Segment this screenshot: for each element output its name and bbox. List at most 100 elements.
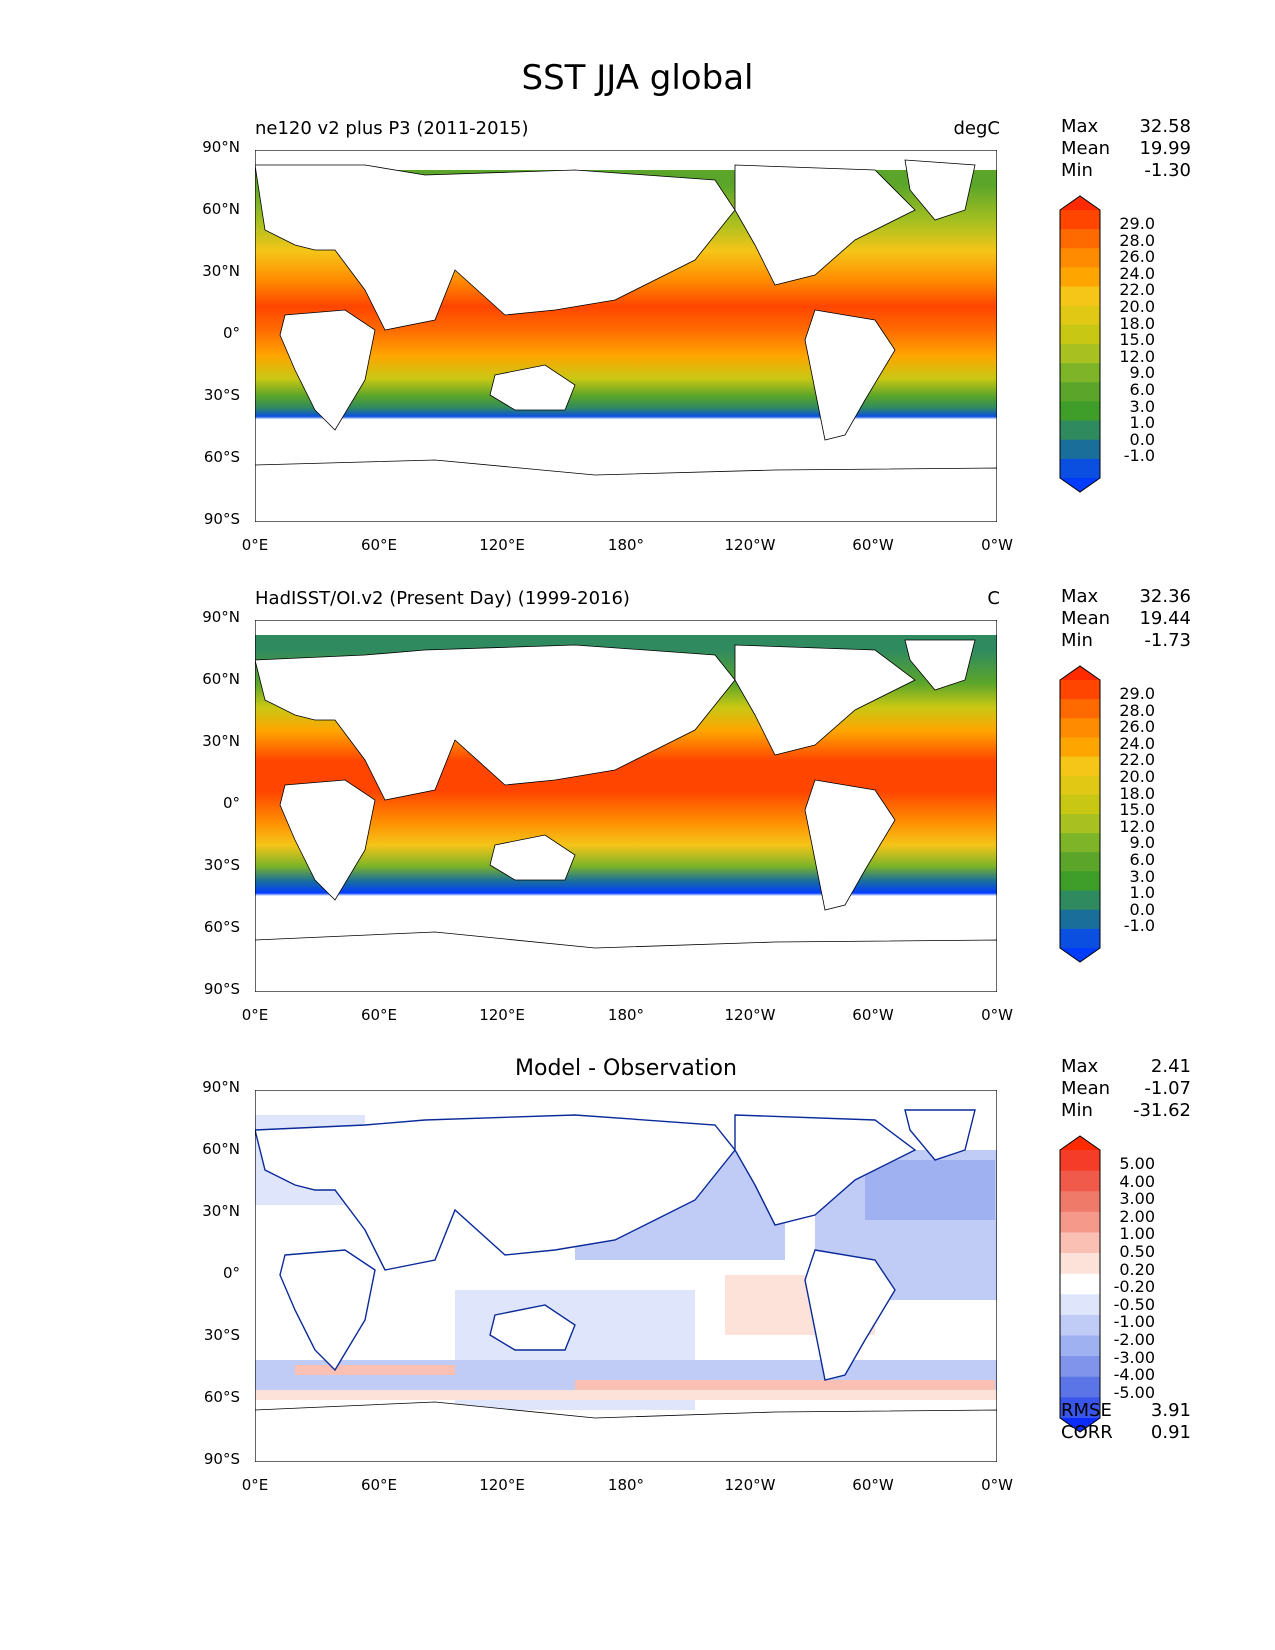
- colorbar-label: -1.0: [1123, 446, 1155, 466]
- colorbar-label: 15.0: [1119, 800, 1155, 820]
- colorbar-segment: [1060, 756, 1100, 777]
- colorbar-label: 20.0: [1119, 296, 1155, 316]
- colorbar-label: 1.00: [1119, 1224, 1155, 1244]
- colorbar-segment: [1060, 439, 1100, 460]
- colorbar-label: 24.0: [1119, 733, 1155, 753]
- lat-tick: 90°S: [203, 980, 240, 998]
- lat-tick: 0°: [222, 794, 240, 812]
- colorbar-segment: [1060, 1294, 1100, 1316]
- panel-units: degC: [953, 118, 1001, 139]
- colorbar-label: 0.20: [1119, 1259, 1155, 1279]
- colorbar: [1058, 194, 1104, 498]
- colorbar-labels: 29.0 28.0 26.0 24.0 22.0 20.0 18.0 15.0 …: [1110, 685, 1155, 936]
- lon-tick: 120°W: [724, 1476, 776, 1494]
- colorbar-label: 18.0: [1119, 783, 1155, 803]
- colorbar-labels: 5.00 4.00 3.00 2.00 1.00 0.50 0.20 -0.20…: [1110, 1155, 1155, 1401]
- colorbar-segment: [1060, 267, 1100, 288]
- colorbar-graphic: [1059, 195, 1101, 493]
- colorbar-label: -1.00: [1113, 1312, 1155, 1332]
- panel-units: C: [987, 588, 1000, 609]
- colorbar-label: 12.0: [1119, 346, 1155, 366]
- colorbar-segment: [1060, 1376, 1100, 1398]
- colorbar-labels: 29.0 28.0 26.0 24.0 22.0 20.0 18.0 15.0 …: [1110, 215, 1155, 466]
- colorbar-extend-min: [1060, 478, 1100, 492]
- lon-tick: 60°W: [852, 1006, 894, 1024]
- stat-value: 2.41: [1150, 1056, 1191, 1077]
- colorbar-segment: [1060, 1170, 1100, 1192]
- colorbar-label: 22.0: [1119, 750, 1155, 770]
- colorbar-segment: [1060, 458, 1100, 479]
- lon-tick: 120°W: [724, 1006, 776, 1024]
- colorbar-segment: [1060, 890, 1100, 911]
- figure-title: SST JJA global: [521, 58, 754, 98]
- colorbar-segment: [1060, 420, 1100, 441]
- colorbar-label: 12.0: [1119, 816, 1155, 836]
- colorbar-segment: [1060, 344, 1100, 364]
- stat-label: Mean: [1061, 608, 1111, 629]
- lon-tick: 60°E: [360, 1006, 398, 1024]
- colorbar-segment: [1060, 928, 1100, 949]
- colorbar-segment: [1060, 833, 1100, 853]
- colorbar-outline: [1059, 665, 1101, 963]
- colorbar-label: 0.0: [1129, 429, 1155, 449]
- colorbar-label: -2.00: [1113, 1329, 1155, 1349]
- colorbar-label: -1.0: [1123, 916, 1155, 936]
- colorbar-label: -0.50: [1113, 1294, 1155, 1314]
- lat-tick: 60°S: [203, 1388, 240, 1406]
- lon-tick: 0°E: [241, 1006, 269, 1024]
- stat-value: -1.30: [1144, 160, 1191, 181]
- lat-tick: 30°S: [203, 386, 240, 404]
- colorbar-segment: [1060, 1211, 1100, 1233]
- colorbar-label: 0.0: [1129, 899, 1155, 919]
- error-stats: RMSE 3.91 CORR 0.91: [1061, 1400, 1191, 1444]
- stat-value: 32.36: [1139, 586, 1191, 607]
- lat-tick: 30°N: [202, 1202, 240, 1220]
- colorbar-segment: [1060, 248, 1100, 268]
- colorbar-segment: [1060, 363, 1100, 383]
- stat-value: -1.07: [1144, 1078, 1191, 1099]
- colorbar-graphic: [1059, 1135, 1101, 1433]
- colorbar-label: 1.0: [1129, 413, 1155, 433]
- lon-tick: 0°E: [241, 536, 269, 554]
- lat-tick: 60°N: [202, 200, 240, 218]
- colorbar-label: 26.0: [1119, 247, 1155, 267]
- colorbar-label: -0.20: [1113, 1277, 1155, 1297]
- stat-label: Max: [1061, 116, 1099, 137]
- colorbar-label: 9.0: [1129, 363, 1155, 383]
- colorbar-extend-min: [1060, 948, 1100, 962]
- colorbar-label: 0.50: [1119, 1241, 1155, 1261]
- lon-tick: 60°W: [852, 536, 894, 554]
- colorbar-segment: [1060, 1314, 1100, 1337]
- lat-tick: 90°N: [202, 1078, 240, 1096]
- lat-tick: 90°N: [202, 608, 240, 626]
- lat-tick: 90°S: [203, 510, 240, 528]
- colorbar-segment: [1060, 382, 1100, 402]
- colorbar-label: 22.0: [1119, 280, 1155, 300]
- stat-label: Mean: [1061, 138, 1111, 159]
- colorbar-extend-min: [1060, 1418, 1100, 1432]
- colorbar-segment: [1060, 1253, 1100, 1275]
- lat-tick: 60°S: [203, 918, 240, 936]
- corr-value: 0.91: [1150, 1422, 1191, 1443]
- colorbar-label: 26.0: [1119, 717, 1155, 737]
- colorbar-label: 3.0: [1129, 396, 1155, 416]
- colorbar-segment: [1060, 909, 1100, 930]
- map-canvas: [255, 1090, 997, 1462]
- panel-difference: Model - Observation: [0, 1050, 1275, 1494]
- map-canvas: [255, 150, 997, 522]
- lon-tick: 0°W: [981, 1476, 1013, 1494]
- lat-tick: 0°: [222, 1264, 240, 1282]
- colorbar-extend-max: [1060, 666, 1100, 680]
- lon-tick: 60°E: [360, 536, 398, 554]
- lon-tick: 60°W: [852, 1476, 894, 1494]
- stat-value: 19.44: [1139, 608, 1191, 629]
- stats-block: Max 2.41 Mean -1.07 Min -31.62: [1061, 1056, 1191, 1122]
- colorbar-label: 2.00: [1119, 1206, 1155, 1226]
- stats-block: Max 32.58 Mean 19.99 Min -1.30: [1061, 116, 1191, 182]
- colorbar-segment: [1060, 1335, 1100, 1357]
- colorbar-segment: [1060, 1356, 1100, 1378]
- colorbar-outline: [1059, 195, 1101, 493]
- colorbar-label: 6.0: [1129, 849, 1155, 869]
- colorbar-segment: [1060, 324, 1100, 345]
- lon-tick: 60°E: [360, 1476, 398, 1494]
